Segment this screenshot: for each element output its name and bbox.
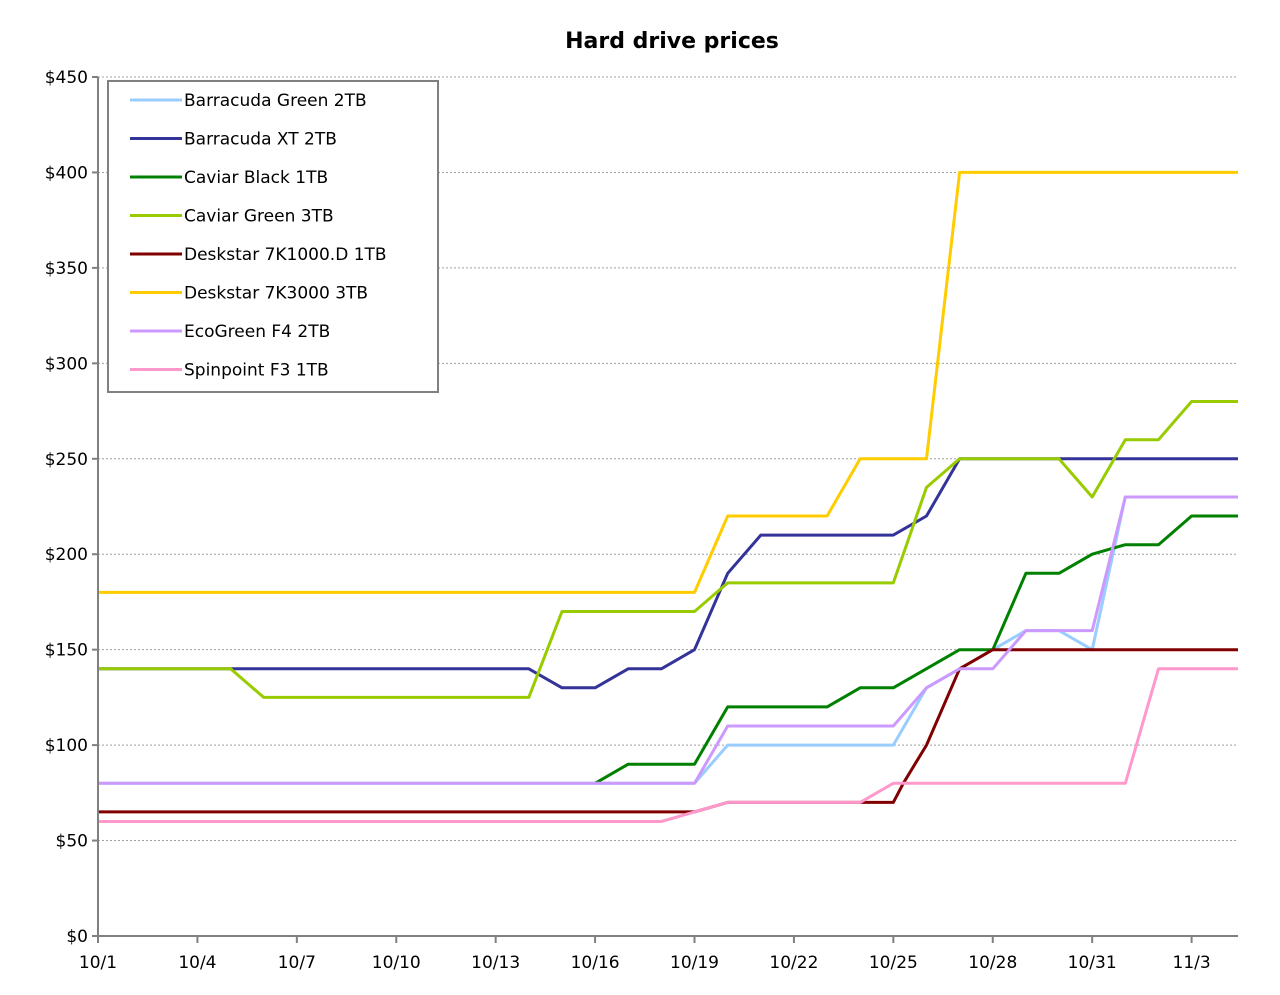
- series-line-deskstar-7k3000-3tb: [98, 170, 1238, 594]
- series-line-caviar-black-1tb: [594, 514, 1238, 785]
- x-tick-label: 10/1: [79, 953, 117, 973]
- series-line-spinpoint-f3-1tb: [98, 667, 1238, 823]
- series-line-deskstar-7k1000-d-1tb: [98, 648, 1238, 814]
- legend-box: [107, 80, 439, 393]
- legend-label: EcoGreen F4 2TB: [184, 322, 330, 342]
- y-tick-label: $250: [45, 450, 88, 470]
- y-tick-label: $350: [45, 259, 88, 279]
- x-tick-label: 10/7: [278, 953, 316, 973]
- legend-label: Deskstar 7K1000.D 1TB: [184, 245, 387, 265]
- x-tick-label: 10/10: [372, 953, 421, 973]
- series-line-caviar-green-3tb: [98, 400, 1238, 699]
- x-tick-label: 10/13: [471, 953, 520, 973]
- y-tick-label: $50: [56, 832, 88, 852]
- legend-label: Barracuda XT 2TB: [184, 130, 337, 150]
- x-tick-labels: 10/1 10/4 10/7 10/10 10/13 10/16 10/19 10/22 10/…: [79, 936, 1211, 973]
- legend-label: Caviar Black 1TB: [184, 168, 328, 188]
- x-tick-label: 10/25: [869, 953, 918, 973]
- series-line-barracuda-green-2tb: [98, 495, 1238, 785]
- axes: [97, 77, 1238, 937]
- x-tick-label: 10/31: [1068, 953, 1117, 973]
- legend-label: Deskstar 7K3000 3TB: [184, 284, 368, 304]
- chart-title: Hard drive prices: [565, 29, 779, 54]
- x-tick-label: 10/22: [769, 953, 818, 973]
- x-tick-label: 10/16: [571, 953, 620, 973]
- x-tick-label: 10/19: [670, 953, 719, 973]
- y-tick-label: $100: [45, 736, 88, 756]
- legend-label: Spinpoint F3 1TB: [184, 361, 329, 381]
- y-tick-label: $450: [45, 68, 88, 88]
- legend: Barracuda Green 2TB Barracuda XT 2TB Cavia…: [107, 80, 439, 393]
- series-lines: [98, 170, 1238, 823]
- series-line-barracuda-xt-2tb: [98, 457, 1238, 690]
- series-line-ecogreen-f4-2tb: [98, 495, 1238, 785]
- y-tick-labels: $0 $50 $100 $150 $200 $250 $300 $350 $400 $450: [45, 68, 98, 947]
- y-tick-label: $300: [45, 354, 88, 374]
- legend-label: Caviar Green 3TB: [184, 207, 334, 227]
- y-tick-label: $400: [45, 163, 88, 183]
- x-tick-label: 10/28: [968, 953, 1017, 973]
- y-tick-label: $200: [45, 545, 88, 565]
- x-tick-label: 11/3: [1173, 953, 1211, 973]
- legend-label: Barracuda Green 2TB: [184, 91, 367, 111]
- x-tick-label: 10/4: [178, 953, 216, 973]
- y-tick-label: $150: [45, 641, 88, 661]
- y-tick-label: $0: [66, 927, 88, 947]
